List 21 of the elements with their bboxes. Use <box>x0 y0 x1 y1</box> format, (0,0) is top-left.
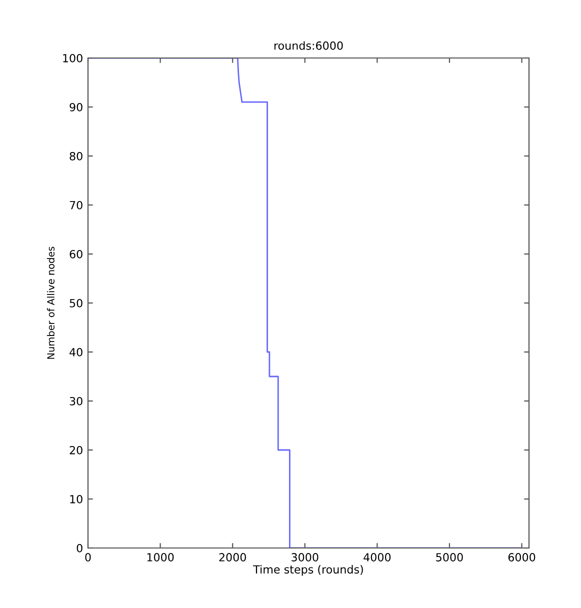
x-tick-label: 4000 <box>364 553 391 562</box>
x-tick-label: 2000 <box>219 553 246 562</box>
y-tick-label: 40 <box>70 348 82 356</box>
y-tick-label: 90 <box>70 102 82 112</box>
x-tick-label: 3000 <box>292 553 318 562</box>
y-tick-label: 70 <box>70 200 82 210</box>
y-tick-label: 50 <box>70 298 82 308</box>
x-axis-title: Time steps (rounds) <box>253 565 363 576</box>
x-tick-label: 1000 <box>147 553 174 562</box>
x-tick-label: 0 <box>85 553 91 562</box>
y-tick-label: 80 <box>70 152 82 160</box>
y-tick-label: 30 <box>70 396 82 406</box>
x-tick-label: 6000 <box>508 553 536 562</box>
y-tick-label: 20 <box>70 446 82 454</box>
chart-title: rounds:6000 <box>274 41 343 50</box>
y-tick-label: 100 <box>63 54 82 62</box>
y-tick-label: 60 <box>70 250 82 258</box>
y-tick-label: 10 <box>70 494 82 504</box>
x-tick-label: 5000 <box>436 553 463 562</box>
y-axis-title: Number of Allive nodes <box>46 246 54 359</box>
y-tick-label: 0 <box>76 544 82 552</box>
